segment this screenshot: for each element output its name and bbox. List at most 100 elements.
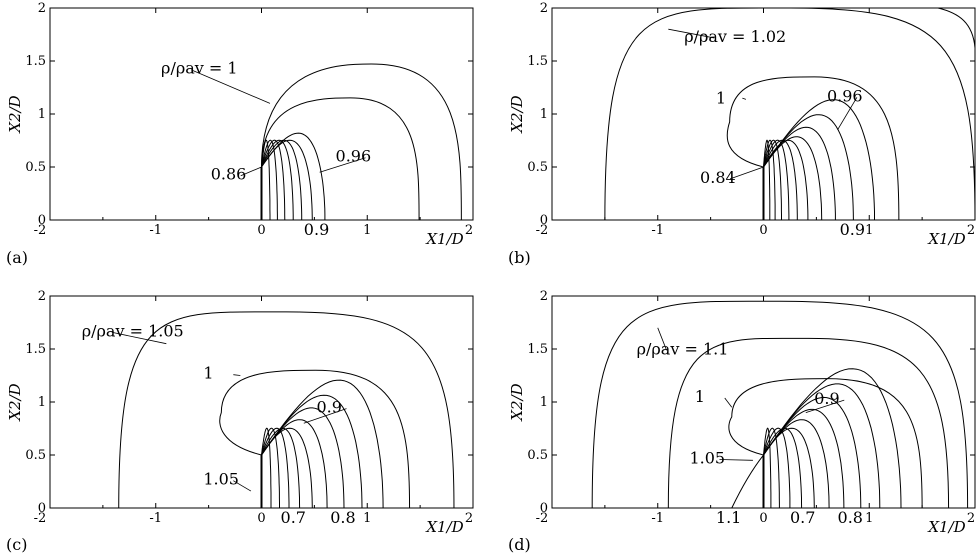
contour-line <box>261 63 462 221</box>
contour-line <box>591 300 969 509</box>
contour-line <box>763 427 791 508</box>
contour-label: 1.05 <box>689 448 725 467</box>
y-tick-label: 0 <box>540 213 548 228</box>
y-tick-label: 2 <box>38 289 46 304</box>
contour-line <box>763 368 902 509</box>
contour-label: ρ/ρav = 1.05 <box>82 321 184 340</box>
contour-label: 0.86 <box>211 165 247 184</box>
y-axis-label: X2/D <box>6 95 24 133</box>
y-tick-label: 0.5 <box>25 448 46 463</box>
contour-line <box>763 427 772 508</box>
contour-leader <box>724 397 733 408</box>
contour-line <box>728 378 923 509</box>
panel-label: (c) <box>6 535 27 554</box>
contour-line <box>763 139 809 220</box>
y-tick-label: 0.5 <box>25 160 46 175</box>
contour-line <box>763 427 815 509</box>
contour-line <box>763 139 790 220</box>
contour-line <box>261 379 384 509</box>
contour-line <box>261 407 345 509</box>
x-tick-label: 0 <box>759 223 767 238</box>
x-tick-label: 0 <box>759 511 767 526</box>
y-tick-label: 2 <box>540 289 548 304</box>
y-tick-label: 0 <box>540 501 548 516</box>
contour-line <box>261 427 280 508</box>
contour-line <box>726 76 900 221</box>
contour-label: 1 <box>203 364 213 383</box>
contour-line <box>604 7 976 221</box>
contour-line <box>261 427 272 508</box>
contour-line <box>261 139 294 220</box>
x-tick-label: 1 <box>363 511 371 526</box>
contour-line <box>763 427 780 508</box>
contour-label: 0.8 <box>330 508 355 527</box>
contour-label: 0.7 <box>281 508 306 527</box>
contour-line <box>763 139 771 220</box>
contour-line <box>763 99 875 220</box>
contour-line <box>261 139 313 221</box>
x-tick-label: 2 <box>967 223 975 238</box>
contour-label: ρ/ρav = 1 <box>161 59 238 78</box>
panel-label: (d) <box>508 535 531 554</box>
contour-line <box>118 311 455 509</box>
x-axis-label: X1/D <box>927 518 965 536</box>
contour-line <box>219 369 411 509</box>
y-tick-label: 0.5 <box>527 160 548 175</box>
y-tick-label: 0 <box>38 213 46 228</box>
y-tick-label: 1.5 <box>527 54 548 69</box>
x-tick-label: 0 <box>257 223 265 238</box>
contour-leader <box>719 459 753 461</box>
contour-leader <box>742 97 747 100</box>
x-tick-label: -2 <box>34 223 47 238</box>
y-tick-label: 0 <box>38 501 46 516</box>
contour-leader <box>111 331 167 345</box>
contour-line <box>763 139 776 220</box>
contour-leader <box>233 480 252 492</box>
y-tick-label: 0.5 <box>527 448 548 463</box>
x-axis-label: X1/D <box>927 230 965 248</box>
contour-label: 0.96 <box>827 86 863 105</box>
contour-label: 0.96 <box>336 147 372 166</box>
contour-line <box>261 139 278 220</box>
y-axis-label: X2/D <box>508 383 526 421</box>
y-tick-label: 1 <box>38 107 46 122</box>
contour-label: 0.7 <box>790 508 815 527</box>
x-tick-label: -1 <box>651 511 664 526</box>
contour-label: 1.1 <box>716 508 741 527</box>
contour-label: 1 <box>695 387 705 406</box>
contour-leader <box>190 69 271 104</box>
contour-label: ρ/ρav = 1.02 <box>684 27 786 46</box>
contour-label: 0.9 <box>316 398 341 417</box>
contour-line <box>763 427 803 509</box>
contour-line <box>763 383 881 509</box>
x-tick-label: -2 <box>536 223 549 238</box>
x-axis-label: X1/D <box>425 230 463 248</box>
y-tick-label: 1 <box>540 395 548 410</box>
y-tick-label: 2 <box>540 1 548 16</box>
x-tick-label: 0 <box>257 511 265 526</box>
contour-line <box>261 427 301 509</box>
y-axis-label: X2/D <box>6 383 24 421</box>
x-tick-label: 2 <box>465 511 473 526</box>
contour-leader <box>657 327 667 351</box>
y-tick-label: 1.5 <box>25 342 46 357</box>
contour-line <box>261 394 363 509</box>
contour-line <box>763 408 845 509</box>
contour-line <box>261 139 271 220</box>
x-tick-label: -1 <box>149 511 162 526</box>
x-tick-label: 1 <box>363 223 371 238</box>
contour-line <box>731 454 764 509</box>
panel-label: (b) <box>508 248 531 267</box>
contour-line <box>763 114 854 221</box>
x-tick-label: 1 <box>865 223 873 238</box>
contour-leader <box>303 408 347 424</box>
contour-line <box>261 419 328 509</box>
contour-line <box>261 139 303 220</box>
x-tick-label: 2 <box>465 223 473 238</box>
contour-line <box>937 7 976 49</box>
contour-label: 1.05 <box>203 470 239 489</box>
contour-line <box>763 136 823 221</box>
contour-line <box>261 427 313 509</box>
contour-line <box>261 139 286 221</box>
